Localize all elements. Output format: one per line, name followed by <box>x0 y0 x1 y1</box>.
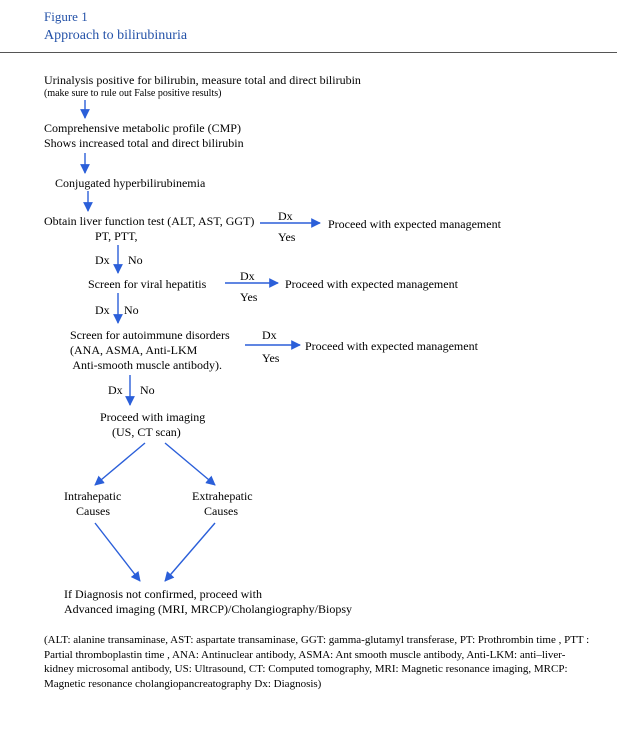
label-no-2: No <box>124 303 139 318</box>
node-proceed-3: Proceed with expected management <box>305 339 478 354</box>
label-yes-3: Yes <box>262 351 279 366</box>
page: Figure 1 Approach to bilirubinuria <box>0 0 617 733</box>
flowchart-canvas: Urinalysis positive for bilirubin, measu… <box>0 53 617 739</box>
node-urinalysis: Urinalysis positive for bilirubin, measu… <box>44 73 361 88</box>
node-advanced-imaging: If Diagnosis not confirmed, proceed with… <box>64 587 352 617</box>
node-proceed-1: Proceed with expected management <box>328 217 501 232</box>
label-dx-3: Dx <box>262 328 277 343</box>
node-lft: Obtain liver function test (ALT, AST, GG… <box>44 214 254 244</box>
label-dx-2: Dx <box>240 269 255 284</box>
figure-label: Figure 1 <box>44 8 617 26</box>
node-conj-hyperbili: Conjugated hyperbilirubinemia <box>55 176 205 191</box>
figure-title: Approach to bilirubinuria <box>44 26 617 46</box>
node-urinalysis-note: (make sure to rule out False positive re… <box>44 88 221 101</box>
node-intrahepatic: Intrahepatic Causes <box>64 489 121 519</box>
label-no-3: No <box>140 383 155 398</box>
node-imaging: Proceed with imaging (US, CT scan) <box>100 410 205 440</box>
node-autoimmune: Screen for autoimmune disorders (ANA, AS… <box>70 328 230 373</box>
node-cmp: Comprehensive metabolic profile (CMP) Sh… <box>44 121 244 151</box>
label-dx-down-3: Dx <box>108 383 123 398</box>
figure-header: Figure 1 Approach to bilirubinuria <box>0 0 617 53</box>
node-proceed-2: Proceed with expected management <box>285 277 458 292</box>
label-yes-2: Yes <box>240 290 257 305</box>
abbrev-legend: (ALT: alanine transaminase, AST: asparta… <box>44 633 594 692</box>
label-dx-1: Dx <box>278 209 293 224</box>
label-dx-down-2: Dx <box>95 303 110 318</box>
label-yes-1: Yes <box>278 230 295 245</box>
node-extrahepatic: Extrahepatic Causes <box>192 489 253 519</box>
label-no-1: No <box>128 253 143 268</box>
node-viral-hep: Screen for viral hepatitis <box>88 277 206 292</box>
label-dx-down-1: Dx <box>95 253 110 268</box>
